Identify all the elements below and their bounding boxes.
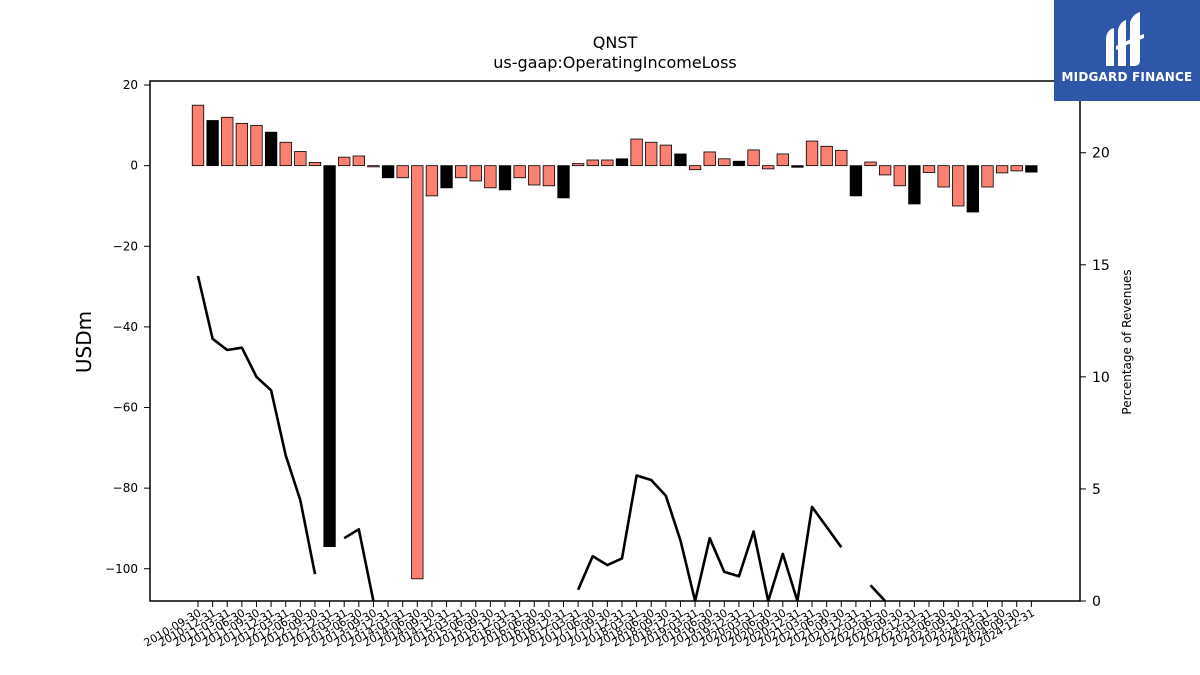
bar (615, 158, 629, 167)
bar (864, 161, 877, 167)
bar (718, 158, 731, 167)
bar (455, 165, 468, 179)
y2-tick-label: 20 (1092, 146, 1110, 162)
bar (645, 141, 658, 167)
bar (732, 160, 746, 167)
bar (937, 165, 950, 188)
y-tick-label: −80 (113, 481, 138, 495)
y-tick-label: 0 (130, 159, 138, 173)
bar (995, 165, 1009, 174)
y2-tick-label: 5 (1092, 482, 1101, 498)
bar (440, 165, 453, 189)
bar (747, 149, 760, 167)
bar (776, 153, 789, 167)
bar (294, 151, 307, 167)
bar (250, 124, 263, 167)
bar (381, 165, 395, 179)
bar (630, 138, 643, 167)
bar (1025, 165, 1038, 173)
bar (206, 120, 219, 167)
bar (952, 165, 965, 207)
bar (191, 104, 205, 167)
y-tick-label: −20 (113, 239, 138, 253)
y2-tick-label: 15 (1092, 258, 1110, 274)
bar (893, 165, 906, 187)
bar (659, 144, 672, 167)
bar (513, 165, 526, 179)
bar (878, 165, 892, 176)
plot-frame (149, 80, 1081, 602)
y2-tick-label: 10 (1092, 370, 1110, 386)
bar (425, 165, 439, 197)
bars-layer (191, 104, 1038, 580)
y-axis-label: USDm (72, 311, 96, 373)
bar (571, 163, 585, 167)
logo-text: MIDGARD FINANCE (1061, 70, 1193, 84)
y2-tick-label: 0 (1092, 594, 1101, 610)
y-tick-label: 20 (123, 78, 138, 92)
bar (557, 165, 570, 199)
bar (542, 165, 556, 187)
bar (411, 165, 424, 580)
chart-subtitle: us-gaap:OperatingIncomeLoss (493, 53, 737, 72)
bar (352, 155, 365, 167)
bar (323, 165, 336, 547)
line-layer (196, 275, 887, 601)
y-tick-label: −60 (113, 401, 138, 415)
bar (791, 165, 804, 168)
bar (367, 165, 380, 168)
bar (805, 140, 819, 167)
y-tick-label: −100 (105, 562, 138, 576)
logo-mark-icon (1106, 12, 1144, 66)
bar (908, 165, 921, 205)
y2-axis-label: Percentage of Revenues (1120, 269, 1134, 414)
bar (1010, 165, 1023, 172)
bar (835, 149, 848, 167)
bar (308, 162, 322, 167)
bar (762, 165, 775, 170)
bar (528, 165, 541, 186)
y-tick-label: −40 (113, 320, 138, 334)
bar (966, 165, 980, 213)
bar (279, 141, 292, 167)
bar (703, 151, 716, 167)
bar (820, 145, 833, 167)
bar (396, 165, 409, 179)
bar (221, 116, 234, 167)
bar (469, 165, 482, 182)
bar (235, 122, 249, 167)
bar (674, 153, 687, 167)
bar (601, 159, 614, 167)
bar (849, 165, 863, 197)
bar (484, 165, 497, 189)
bar (338, 156, 351, 167)
brand-logo: MIDGARD FINANCE (1054, 0, 1200, 101)
series-line (196, 275, 887, 601)
bar (498, 165, 512, 191)
bar (688, 165, 702, 171)
bar (586, 159, 599, 167)
bar (981, 165, 994, 188)
bar (922, 165, 936, 173)
bar (264, 131, 278, 167)
chart-title: QNST (593, 33, 638, 52)
